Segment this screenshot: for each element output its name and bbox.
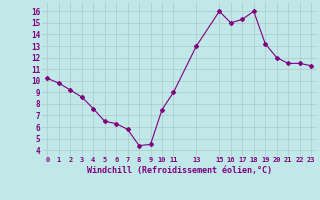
X-axis label: Windchill (Refroidissement éolien,°C): Windchill (Refroidissement éolien,°C) xyxy=(87,166,272,175)
